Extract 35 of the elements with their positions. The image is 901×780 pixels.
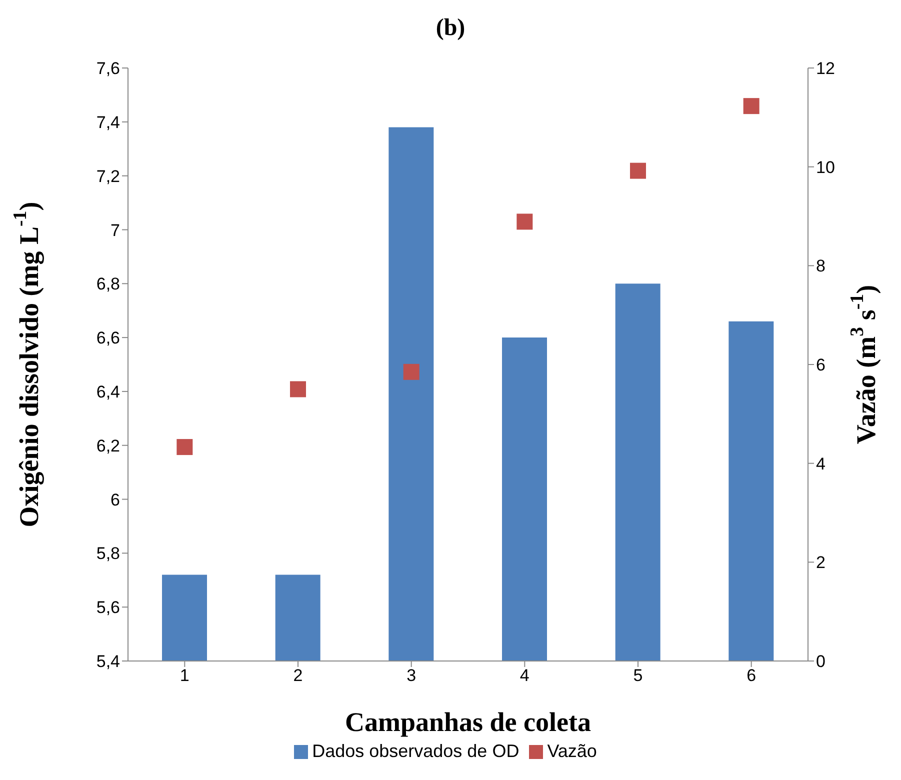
y2-tick-label: 8 xyxy=(816,256,826,276)
y-tick-label: 7 xyxy=(110,220,120,240)
legend-label: Dados observados de OD xyxy=(312,741,520,761)
point xyxy=(743,98,760,114)
point xyxy=(176,439,193,456)
y-tick-label: 6,2 xyxy=(96,436,120,456)
y2-tick-label: 2 xyxy=(816,553,826,572)
y2-tick-label: 6 xyxy=(816,356,826,375)
y-tick-label: 6,8 xyxy=(96,274,120,294)
point xyxy=(290,381,306,398)
point xyxy=(630,162,646,179)
chart-title: (b) xyxy=(434,14,466,43)
x-tick-label: 6 xyxy=(746,666,756,686)
y-tick-label: 6 xyxy=(110,490,120,510)
y2-tick-label: 0 xyxy=(816,652,826,672)
y-tick-label: 6,4 xyxy=(96,382,120,402)
x-tick-label: 1 xyxy=(180,666,190,686)
legend-label: Vazão xyxy=(547,741,597,761)
y2-tick-label: 12 xyxy=(816,59,835,78)
x-tick-label: 4 xyxy=(520,666,530,686)
x-tick-label: 2 xyxy=(293,666,303,686)
y-tick-label: 5,6 xyxy=(96,598,120,618)
y2-tick-label: 10 xyxy=(816,158,835,177)
y-tick-label: 7,2 xyxy=(96,166,120,186)
y-tick-label: 6,6 xyxy=(96,328,120,348)
point xyxy=(403,364,420,380)
y-tick-label: 7,4 xyxy=(96,112,120,132)
y2-tick-label: 4 xyxy=(816,454,826,474)
x-axis-title: Campanhas de coleta xyxy=(344,707,592,737)
y-tick-label: 5,4 xyxy=(96,652,120,672)
x-tick-label: 3 xyxy=(406,666,416,686)
point xyxy=(516,214,533,230)
x-tick-label: 5 xyxy=(633,666,643,686)
y-tick-label: 5,8 xyxy=(96,544,120,564)
y-tick-label: 7,6 xyxy=(96,59,120,78)
